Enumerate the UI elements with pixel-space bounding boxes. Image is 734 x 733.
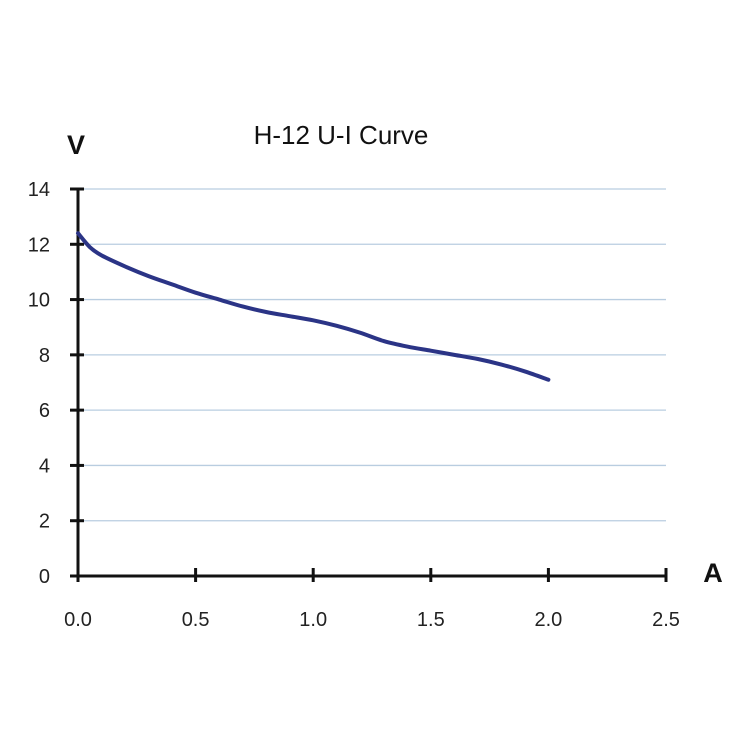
y-tick-label: 4 [39, 455, 50, 477]
axes [72, 189, 666, 578]
x-tick-label: 2.5 [652, 609, 680, 631]
x-tick-label: 0.0 [64, 609, 92, 631]
y-tick-label: 10 [28, 290, 50, 312]
y-tick-label: 2 [39, 511, 50, 533]
y-tick-label: 6 [39, 400, 50, 422]
x-tick-label: 2.0 [534, 609, 562, 631]
chart-title: H-12 U-I Curve [254, 120, 429, 150]
y-tick-label: 0 [39, 566, 50, 588]
grid [78, 188, 666, 522]
y-tick-label: 12 [28, 234, 50, 256]
y-tick-label: 14 [28, 179, 50, 201]
x-tick-label: 0.5 [182, 609, 210, 631]
x-tick-label: 1.5 [417, 609, 445, 631]
x-tick-label: 1.0 [299, 609, 327, 631]
y-axis-label: V [67, 130, 85, 160]
x-axis-label: A [703, 558, 723, 588]
ticks: 0 2 4 6 8 10 12 14 0.0 0.5 1.0 1.5 2.0 2.5 [28, 179, 680, 631]
y-tick-label: 8 [39, 345, 50, 367]
series [76, 231, 551, 382]
series-line [76, 231, 551, 382]
